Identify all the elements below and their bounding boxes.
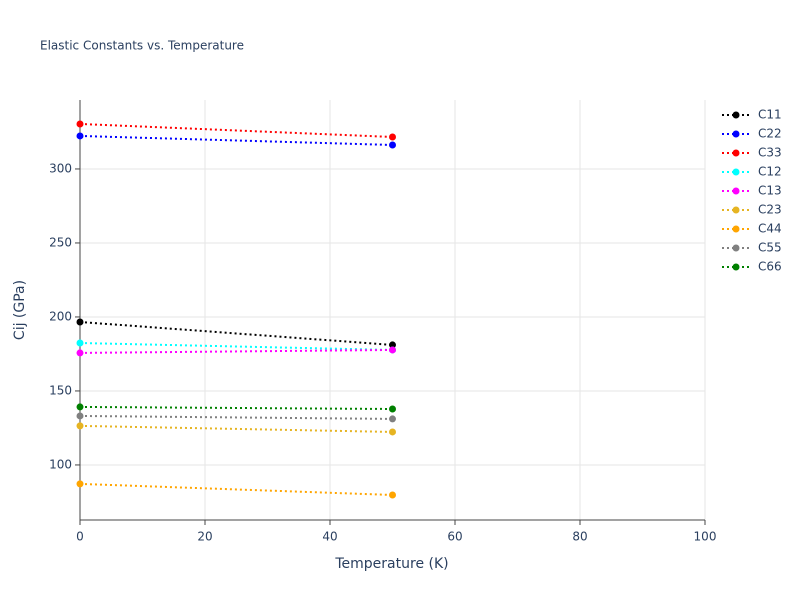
legend-label: C66 (758, 260, 782, 274)
legend-marker (732, 149, 740, 157)
data-point (389, 141, 396, 149)
legend-label: C33 (758, 146, 782, 160)
x-axis-title: Temperature (K) (334, 556, 448, 572)
legend-marker (732, 244, 740, 252)
legend-label: C23 (758, 203, 782, 217)
data-point (389, 415, 396, 423)
chart-title: Elastic Constants vs. Temperature (40, 39, 244, 53)
data-point (76, 349, 84, 357)
series-line (79, 424, 393, 433)
x-tick-label: 40 (322, 530, 337, 544)
data-point (389, 133, 396, 141)
x-tick-label: 0 (76, 530, 84, 544)
series-line (79, 134, 393, 146)
y-tick-label: 200 (49, 309, 72, 323)
legend-marker (732, 111, 740, 119)
legend-label: C44 (758, 222, 782, 236)
data-point (389, 491, 396, 499)
data-point (76, 412, 84, 420)
legend-marker (732, 206, 740, 214)
series-line (79, 320, 393, 346)
data-point (389, 341, 396, 349)
y-tick-label: 250 (49, 235, 72, 249)
series-line (79, 482, 393, 496)
legend-label: C13 (758, 184, 782, 198)
legend-label: C11 (758, 108, 782, 122)
data-point (389, 405, 396, 413)
data-point (76, 339, 84, 347)
y-tick-label: 100 (49, 457, 72, 471)
data-point (76, 480, 84, 488)
x-tick-label: 100 (694, 530, 717, 544)
legend-marker (732, 130, 740, 138)
data-point (76, 318, 84, 326)
data-point (76, 403, 84, 411)
data-point (389, 428, 396, 436)
legend: C11 C22 C33 C12 C13 C23 C44 C55 C66 (722, 108, 782, 274)
series-line (79, 342, 393, 351)
series-line (79, 122, 393, 138)
series-line (79, 348, 393, 354)
legend-marker (732, 187, 740, 195)
legend-marker (732, 168, 740, 176)
y-axis-title: Cij (GPa) (12, 280, 28, 340)
data-point (76, 132, 84, 140)
series-line (79, 414, 393, 420)
data-point (389, 346, 396, 354)
legend-marker (732, 225, 740, 233)
series-line (79, 405, 393, 411)
data-point (76, 422, 84, 430)
legend-label: C22 (758, 127, 782, 141)
y-tick-label: 150 (49, 383, 72, 397)
x-tick-label: 60 (447, 530, 462, 544)
legend-label: C55 (758, 241, 782, 255)
data-point (76, 120, 84, 128)
x-tick-label: 20 (197, 530, 212, 544)
y-tick-label: 300 (49, 161, 72, 175)
legend-marker (732, 263, 740, 271)
x-tick-label: 80 (572, 530, 587, 544)
legend-label: C12 (758, 165, 782, 179)
